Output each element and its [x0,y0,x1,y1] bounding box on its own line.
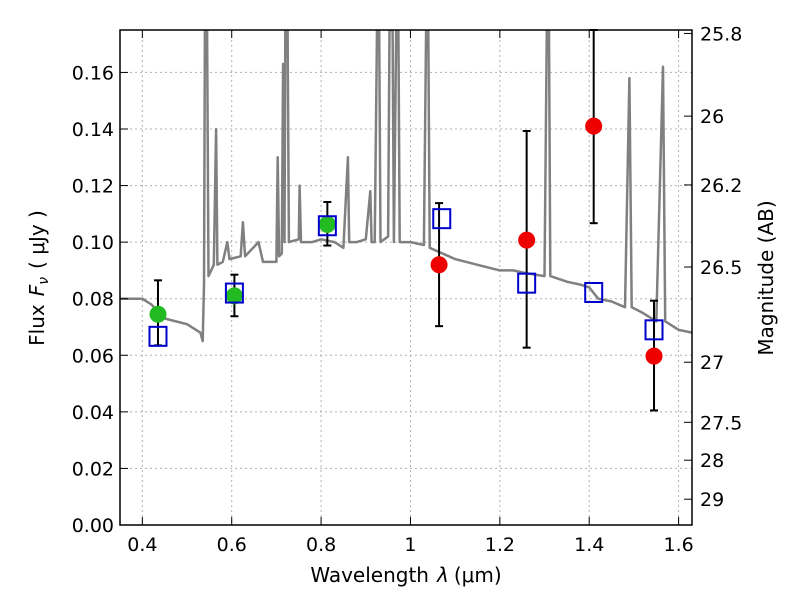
template-spectrum-line [120,30,692,343]
model-square-point [317,215,337,237]
template-spectrum [120,30,692,343]
y2-tick-label: 29 [700,489,724,511]
plot-background [120,30,692,525]
x-tick-label: 1.4 [574,534,604,556]
red-data-point [645,347,663,365]
y2-tick-label: 27 [700,352,724,374]
y-tick-label: 0.10 [72,232,114,254]
model-square-point [148,325,168,347]
red-data-point [585,117,603,135]
plot-frame [119,29,693,526]
green-data-point [225,287,243,305]
y-tick-label: 0.08 [72,289,114,311]
y-tick-label: 0.00 [72,515,114,537]
axis-ticks: 0.4 0.6 0.8 1 1.2 1.4 1.6 0.00 0.02 0.04 0.06 0.08 0… [72,23,743,556]
y2-tick-label: 26.5 [700,257,742,279]
model-square-point [644,319,664,341]
y2-tick-label: 26 [700,106,724,128]
y-tick-label: 0.16 [72,62,114,84]
y-tick-label: 0.04 [72,402,114,424]
x-tick-label: 1 [404,534,416,556]
y-tick-label: 0.14 [72,119,114,141]
y-tick-label: 0.02 [72,458,114,480]
x-tick-label: 1.6 [663,534,693,556]
y-axis-label: FluxFν( μJy ) [25,210,52,346]
x-tick-label: 0.8 [306,534,336,556]
y-tick-label: 0.12 [72,176,114,198]
y2-tick-label: 26.2 [700,175,742,197]
green-data-point [318,215,336,233]
green-data-point [149,305,167,323]
red-data-point [518,231,536,249]
y2-tick-label: 25.8 [700,23,742,45]
x-tick-label: 0.4 [127,534,157,556]
data-points [148,117,664,365]
red-data-point [430,256,448,274]
model-square-point [584,281,604,303]
y2-tick-label: 27.5 [700,412,742,434]
x-tick-label: 1.2 [485,534,515,556]
x-tick-label: 0.6 [217,534,247,556]
y2-tick-label: 28 [700,450,724,472]
right-axis-label: Magnitude (AB) [754,200,778,355]
y-tick-label: 0.06 [72,345,114,367]
model-square-point [224,282,244,304]
model-square-point [432,208,452,230]
x-axis-label: Wavelength λ (μm) [310,563,501,587]
model-square-point [517,272,537,294]
